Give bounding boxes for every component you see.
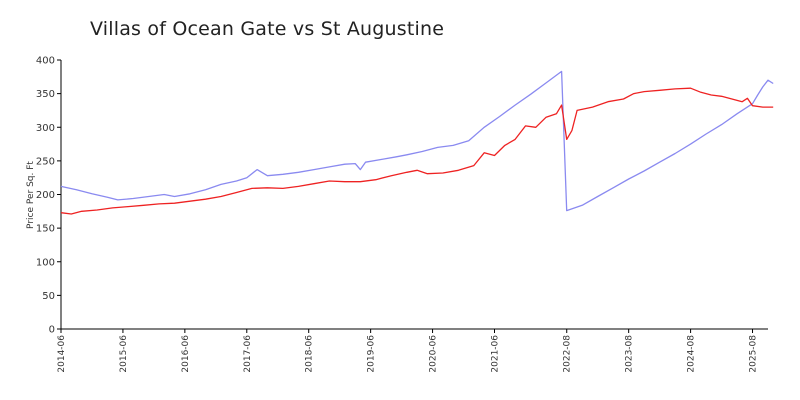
x-tick-label: 2019-06 (367, 335, 377, 373)
y-axis-label: Price Per Sq. Ft (26, 161, 36, 229)
x-tick-label: 2015-06 (119, 335, 129, 373)
x-tick-label: 2023-08 (625, 335, 635, 373)
y-tick-label: 300 (36, 123, 55, 134)
y-tick-label: 250 (36, 156, 55, 167)
y-tick-label: 150 (36, 224, 55, 235)
y-tick-label: 400 (36, 56, 55, 67)
x-tick-label: 2014-06 (57, 335, 67, 373)
chart-title: Villas of Ocean Gate vs St Augustine (90, 18, 445, 40)
series-layer (60, 70, 774, 215)
y-tick-label: 350 (36, 89, 55, 100)
axes: 0 50 100 150 200 250 300 350 400 2014-06 2015-06 20… (36, 56, 768, 373)
y-tick-label: 0 (49, 325, 55, 336)
x-tick-label: 2016-06 (181, 335, 191, 373)
x-tick-label: 2018-06 (305, 335, 315, 373)
x-tick-label: 2021-06 (490, 335, 500, 373)
x-tick-label: 2025-08 (749, 335, 759, 373)
x-tick-label: 2017-06 (243, 335, 253, 373)
y-tick-label: 200 (36, 190, 55, 201)
y-tick-label: 100 (36, 257, 55, 268)
x-tick-label: 2022-08 (563, 335, 573, 373)
series-line-1 (60, 70, 774, 212)
series-line-2 (60, 87, 774, 215)
x-tick-label: 2020-06 (429, 335, 439, 373)
y-tick-label: 50 (42, 291, 55, 302)
x-tick-label: 2024-08 (687, 335, 697, 373)
